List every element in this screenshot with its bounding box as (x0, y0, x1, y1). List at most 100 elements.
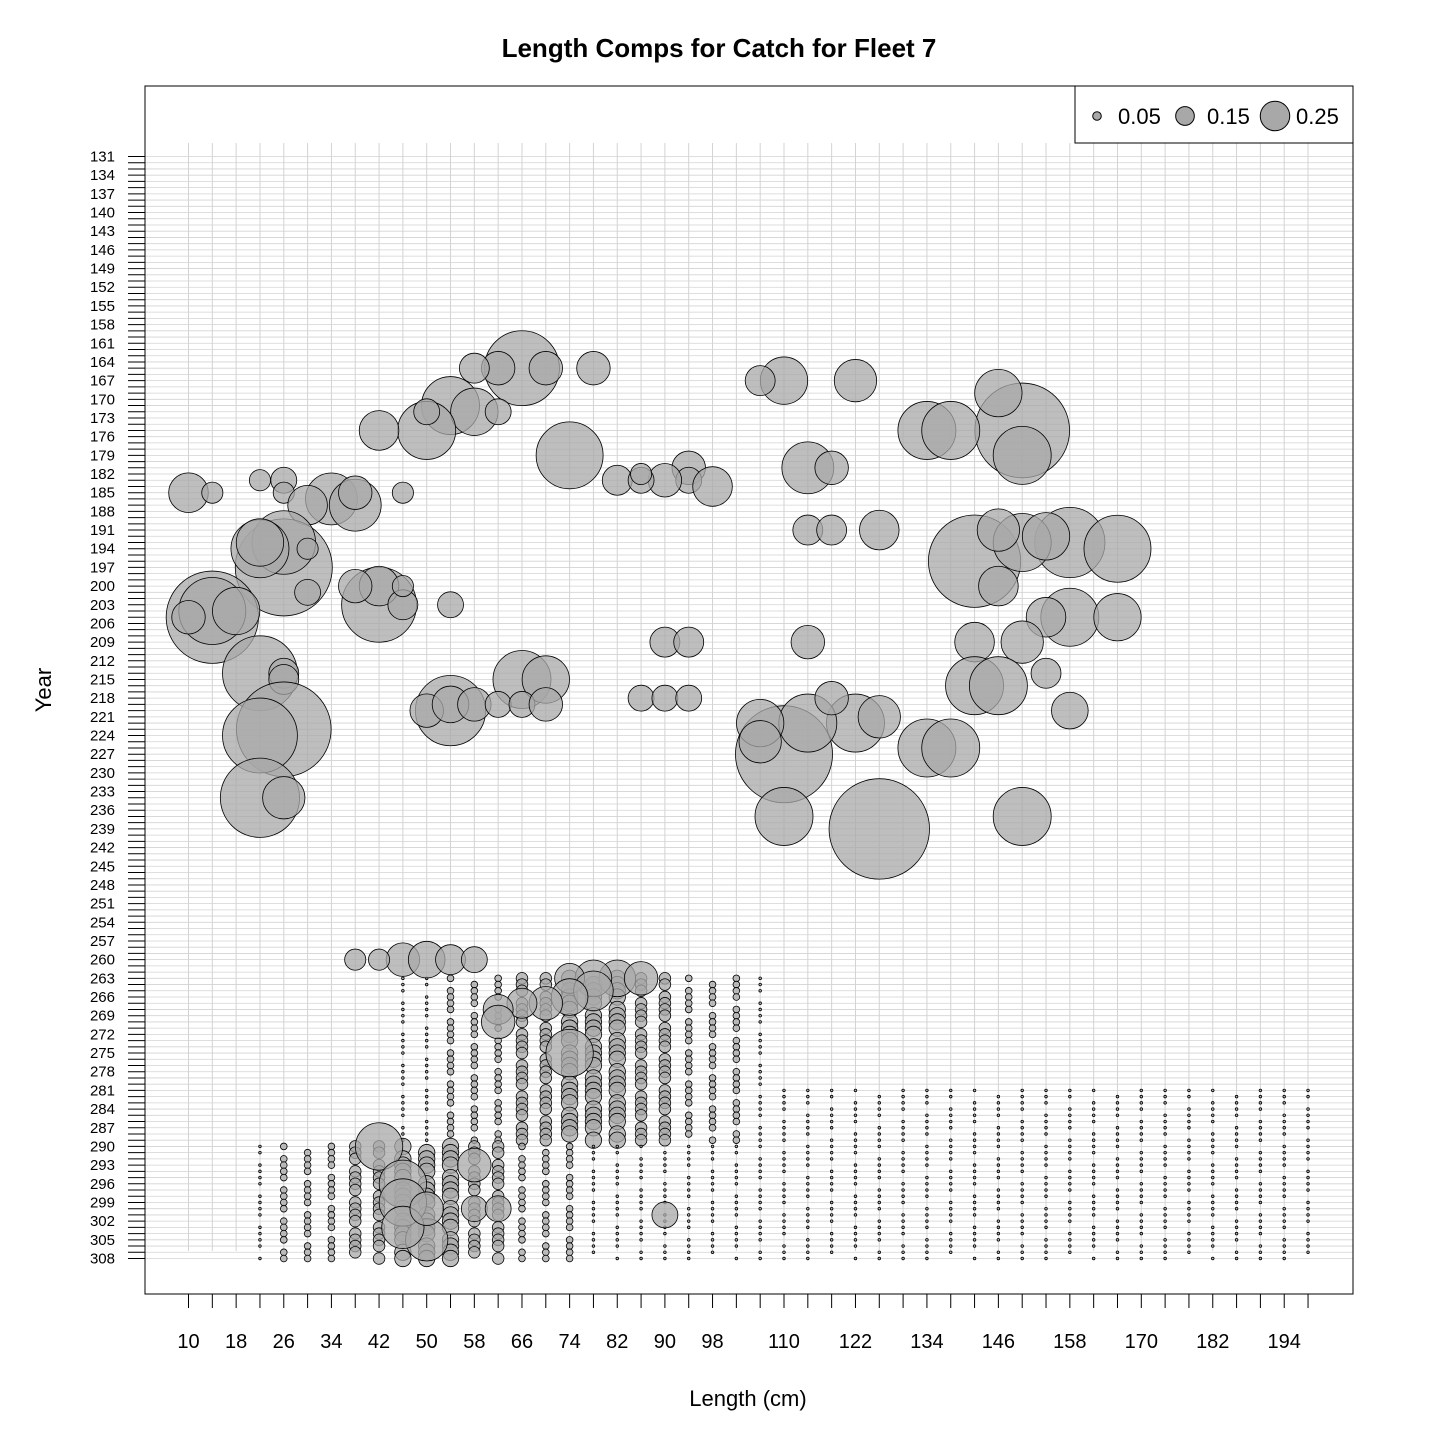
bubble-point (877, 1169, 881, 1174)
bubble-point (782, 1150, 786, 1155)
bubble-point (687, 1256, 691, 1261)
bubble-point (925, 1088, 929, 1093)
bubble-point (470, 999, 479, 1007)
bubble-point (518, 1167, 526, 1176)
bubble-point (518, 1198, 526, 1207)
bubble-point (542, 1217, 550, 1225)
bubble-point (1020, 1200, 1024, 1205)
bubble-point (806, 1157, 810, 1161)
bubble-point (972, 1150, 977, 1155)
bubble-point (425, 1138, 429, 1142)
bubble-point (1211, 1225, 1215, 1230)
bubble-point (494, 1080, 502, 1088)
bubble-point (470, 1043, 479, 1051)
bubble-point (1163, 1175, 1167, 1180)
x-tick-label: 158 (1053, 1331, 1086, 1353)
bubble-point (542, 1167, 550, 1176)
bubble-point (901, 1169, 905, 1174)
bubble-point (542, 1223, 550, 1232)
bubble-point (1258, 1163, 1263, 1167)
bubble-point (1020, 1107, 1024, 1111)
bubble-point (1163, 1094, 1167, 1099)
bubble-point (758, 1175, 762, 1180)
bubble-point (972, 1107, 977, 1111)
y-tick-label: 158 (90, 317, 115, 334)
bubble-point (708, 1080, 717, 1088)
bubble-point (684, 1092, 693, 1101)
bubble-point (518, 1204, 526, 1213)
bubble-point (565, 1248, 574, 1257)
bubble-point (732, 1011, 741, 1020)
bubble-point (708, 1018, 717, 1026)
bubble-point (280, 1254, 288, 1263)
y-tick-label: 143 (90, 223, 115, 240)
bubble-point (684, 1030, 693, 1039)
bubble-point (687, 1225, 691, 1230)
bubble-point (1258, 1231, 1263, 1236)
bubble-point (615, 1175, 619, 1180)
bubble-point (806, 1250, 810, 1254)
bubble-point (1258, 1200, 1263, 1205)
bubble-point (1234, 1194, 1239, 1198)
bubble-point (687, 1144, 691, 1149)
bubble-point (1306, 1094, 1310, 1099)
bubble-point (565, 1223, 574, 1232)
bubble-point (262, 776, 306, 820)
bubble-point (1115, 1194, 1120, 1198)
bubble-point (853, 1163, 858, 1167)
bubble-point (877, 1238, 881, 1242)
bubble-point (615, 1163, 619, 1167)
bubble-point (401, 1045, 405, 1049)
bubble-point (1020, 1213, 1024, 1217)
bubble-point (1020, 1088, 1024, 1093)
bubble-point (1306, 1175, 1310, 1180)
bubble-point (1163, 1244, 1167, 1248)
bubble-point (901, 1200, 905, 1205)
bubble-point (1258, 1119, 1263, 1124)
bubble-point (327, 1155, 336, 1163)
bubble-point (996, 1169, 1001, 1174)
bubble-point (413, 398, 441, 426)
bubble-point (591, 1182, 596, 1186)
bubble-point (1282, 1256, 1286, 1261)
bubble-point (954, 621, 995, 663)
bubble-point (1044, 1113, 1048, 1118)
bubble-point (1163, 1250, 1167, 1254)
bubble-point (684, 993, 693, 1001)
bubble-point (425, 1132, 429, 1136)
bubble-point (446, 1124, 455, 1132)
bubble-point (491, 1177, 505, 1190)
bubble-point (1020, 1250, 1024, 1254)
bubble-point (542, 1254, 550, 1263)
bubble-point (949, 1088, 953, 1093)
y-tick-label: 170 (90, 391, 115, 408)
legend-bubble (1175, 106, 1195, 126)
bubble-point (542, 1148, 550, 1157)
bubble-point (518, 1223, 526, 1232)
bubble-point (651, 684, 679, 712)
bubble-point (1187, 1094, 1191, 1099)
bubble-point (732, 1036, 741, 1045)
bubble-point (782, 1231, 786, 1236)
y-tick-label: 233 (90, 784, 115, 801)
bubble-point (877, 1219, 881, 1223)
bubble-point (491, 1146, 505, 1159)
bubble-point (372, 1239, 386, 1253)
bubble-point (732, 1018, 741, 1026)
bubble-point (565, 1173, 574, 1182)
bubble-point (972, 1194, 977, 1198)
bubble-point (494, 1074, 502, 1082)
bubble-point (829, 1094, 834, 1099)
bubble-point (639, 1200, 643, 1205)
bubble-point (327, 1192, 336, 1200)
bubble-point (829, 1182, 834, 1186)
bubble-point (732, 1136, 741, 1144)
x-tick-label: 194 (1268, 1331, 1301, 1353)
bubble-point (1115, 1163, 1120, 1167)
bubble-point (663, 1150, 667, 1155)
y-tick-label: 149 (90, 261, 115, 278)
bubble-point (996, 1144, 1001, 1149)
chart-title: Length Comps for Catch for Fleet 7 (502, 33, 937, 63)
bubble-point (634, 1077, 648, 1091)
bubble-point (639, 1175, 643, 1180)
